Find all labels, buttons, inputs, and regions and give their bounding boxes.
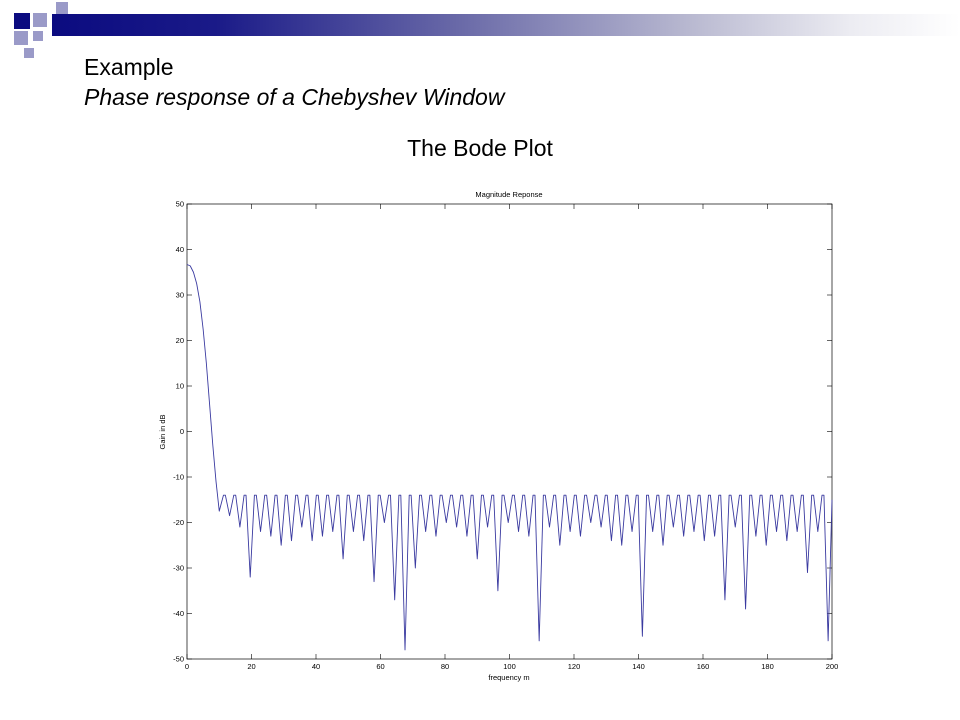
x-axis: 0 20 40 60 80 100 120 140 160 180 200 — [185, 204, 838, 671]
x-tick-label: 160 — [697, 662, 710, 671]
x-tick-label: 80 — [441, 662, 449, 671]
y-tick-label: -40 — [173, 609, 184, 618]
chart-title: Magnitude Reponse — [475, 190, 542, 199]
y-tick-label: 0 — [180, 427, 184, 436]
y-tick-label: 50 — [176, 200, 184, 209]
series-line-gain — [186, 264, 833, 651]
y-tick-label: -20 — [173, 518, 184, 527]
header-gradient-bar — [52, 14, 960, 36]
plot-area — [186, 203, 833, 660]
x-tick-label: 180 — [761, 662, 774, 671]
y-tick-label: 20 — [176, 336, 184, 345]
x-tick-label: 140 — [632, 662, 645, 671]
y-axis-label: Gain in dB — [158, 414, 167, 449]
decor-square-small — [24, 48, 34, 58]
y-tick-label: 40 — [176, 245, 184, 254]
x-tick-label: 40 — [312, 662, 320, 671]
x-tick-label: 0 — [185, 662, 189, 671]
y-tick-label: -30 — [173, 564, 184, 573]
slide-subtitle: Phase response of a Chebyshev Window — [84, 84, 505, 110]
y-tick-label: -10 — [173, 473, 184, 482]
decor-square-small — [33, 31, 43, 41]
x-tick-label: 20 — [247, 662, 255, 671]
x-tick-label: 120 — [568, 662, 581, 671]
y-tick-label: -50 — [173, 655, 184, 664]
magnitude-response-chart: Magnitude Reponse 50403020100-10-20-30-4… — [158, 190, 838, 682]
chart-heading: The Bode Plot — [407, 135, 553, 161]
x-tick-label: 60 — [376, 662, 384, 671]
y-tick-label: 30 — [176, 291, 184, 300]
slide-title: Example — [84, 54, 174, 80]
x-axis-label: frequency m — [488, 673, 529, 682]
decor-square-light — [14, 31, 28, 45]
x-tick-label: 100 — [503, 662, 516, 671]
y-axis: 50 40 30 20 10 0 -10 -20 -30 -40 -50 — [173, 200, 832, 664]
decor-square-small — [56, 2, 68, 14]
y-tick-label: 10 — [176, 382, 184, 391]
decor-square-dark — [14, 13, 30, 29]
decorative-header — [0, 0, 960, 60]
decor-square-light — [33, 13, 47, 27]
x-tick-label: 200 — [826, 662, 839, 671]
